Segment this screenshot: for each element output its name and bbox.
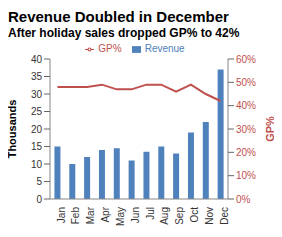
html-text:Revenue: Revenue [144,43,185,54]
svg-text:40: 40 [31,54,43,65]
svg-text:30%: 30% [236,124,256,135]
svg-text:Dec: Dec [219,207,230,225]
svg-text:10: 10 [31,159,43,170]
svg-text:Feb: Feb [70,207,81,225]
html-text:GP%: GP% [98,43,122,54]
svg-text:0%: 0% [236,194,251,205]
svg-text:60%: 60% [236,54,256,65]
html-text:After holiday sales dropped GP: After holiday sales dropped GP% to 42% [8,26,240,40]
svg-text:20: 20 [31,124,43,135]
svg-text:Mar: Mar [85,206,96,224]
svg-text:Thousands: Thousands [8,100,18,159]
svg-text:Sep: Sep [174,207,185,225]
svg-text:50%: 50% [236,77,256,88]
svg-text:5: 5 [36,176,42,187]
svg-text:Nov: Nov [204,207,215,225]
svg-text:GP%: GP% [264,116,274,142]
svg-text:0: 0 [36,194,42,205]
svg-text:10%: 10% [236,170,256,181]
svg-text:Aug: Aug [159,207,170,225]
svg-text:Jun: Jun [130,207,141,223]
svg-text:15: 15 [31,141,43,152]
svg-text:Jan: Jan [56,207,67,223]
svg-text:25: 25 [31,106,43,117]
html-text:Revenue Doubled in December: Revenue Doubled in December [8,8,229,25]
svg-text:Oct: Oct [189,207,200,223]
svg-text:30: 30 [31,89,43,100]
svg-text:May: May [115,207,126,226]
svg-text:20%: 20% [236,147,256,158]
svg-text:Apr: Apr [100,206,111,222]
svg-text:Jul: Jul [145,207,156,220]
svg-text:40%: 40% [236,100,256,111]
svg-text:35: 35 [31,71,43,82]
